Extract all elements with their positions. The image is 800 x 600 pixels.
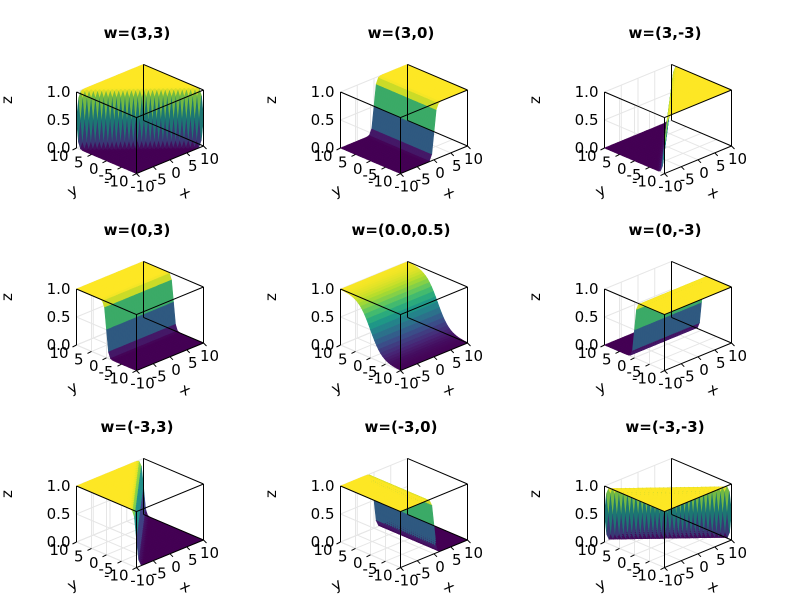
z-tick-label: 1.0 xyxy=(311,83,335,101)
y-tick-label: 10 xyxy=(49,147,68,165)
surface xyxy=(603,276,733,356)
z-tick-label: 0.0 xyxy=(47,139,71,157)
z-tick-label: 0.5 xyxy=(47,308,71,326)
y-tick-label: 5 xyxy=(74,153,84,171)
x-axis-label: x xyxy=(177,380,194,400)
x-axis-label: x xyxy=(705,183,722,203)
z-tick-label: 0.5 xyxy=(47,111,71,129)
y-tick-label: 0 xyxy=(617,160,627,178)
surface xyxy=(603,66,733,172)
y-tick-label: 0 xyxy=(353,357,363,375)
z-tick-label: 1.0 xyxy=(311,280,335,298)
panel-title: w=(0,-3) xyxy=(629,221,702,239)
surface xyxy=(75,261,205,371)
x-axis-label: x xyxy=(441,183,458,203)
y-tick-label: -10 xyxy=(104,370,129,388)
y-tick-label: 10 xyxy=(313,147,332,165)
y-tick-label: 5 xyxy=(602,153,612,171)
x-tick-label: 5 xyxy=(716,157,726,175)
y-axis-label: y xyxy=(64,181,81,201)
x-tick-label: -10 xyxy=(130,178,155,196)
y-tick-label: 10 xyxy=(577,147,596,165)
y-tick-label: 0 xyxy=(353,160,363,178)
z-tick-label: 1.0 xyxy=(47,280,71,298)
y-axis-label: y xyxy=(64,378,81,398)
z-tick-label: 1.0 xyxy=(47,83,71,101)
y-tick-label: -10 xyxy=(368,173,393,191)
panel-title: w=(0.0,0.5) xyxy=(352,221,451,239)
z-axis-label: z xyxy=(262,96,280,104)
x-tick-label: 0 xyxy=(435,164,445,182)
x-tick-label: 10 xyxy=(464,150,483,168)
x-tick-label: 5 xyxy=(452,157,462,175)
x-tick-label: 5 xyxy=(452,354,462,372)
z-tick-label: 1.0 xyxy=(575,83,599,101)
x-tick-label: 10 xyxy=(728,150,747,168)
x-tick-label: 10 xyxy=(200,150,219,168)
z-tick-label: 0.5 xyxy=(311,308,335,326)
z-tick-label: 0.5 xyxy=(575,111,599,129)
x-tick-label: 0 xyxy=(435,361,445,379)
y-tick-label: -10 xyxy=(632,173,657,191)
tick-labels: 0.00.51.010 5 0 -5-10 -10-5 0 5 10 xyxy=(47,83,219,196)
y-tick-label: 10 xyxy=(49,344,68,362)
y-axis-label: y xyxy=(328,181,345,201)
panel-title: w=(0,3) xyxy=(104,221,171,239)
y-tick-label: 5 xyxy=(74,350,84,368)
z-axis-label: z xyxy=(0,293,16,301)
y-axis-label: y xyxy=(592,181,609,201)
surface xyxy=(339,261,469,371)
panel-title: w=(3,3) xyxy=(104,24,171,42)
x-tick-label: -5 xyxy=(680,171,695,189)
x-tick-label: -5 xyxy=(416,368,431,386)
surface xyxy=(76,64,204,174)
y-tick-label: 5 xyxy=(338,350,348,368)
x-tick-label: 0 xyxy=(699,164,709,182)
y-tick-label: 10 xyxy=(313,344,332,362)
y-tick-label: 0 xyxy=(89,160,99,178)
x-tick-label: 0 xyxy=(171,164,181,182)
y-tick-label: -5 xyxy=(99,166,114,184)
x-axis-label: x xyxy=(441,380,458,400)
panel-title: w=(3,-3) xyxy=(629,24,702,42)
z-axis-label: z xyxy=(526,96,544,104)
x-axis-label: x xyxy=(177,183,194,203)
x-tick-label: 10 xyxy=(464,347,483,365)
y-tick-label: -10 xyxy=(368,370,393,388)
y-tick-label: 0 xyxy=(89,357,99,375)
x-tick-label: 5 xyxy=(188,157,198,175)
panel-title: w=(3,0) xyxy=(368,24,435,42)
y-tick-label: 5 xyxy=(338,153,348,171)
x-tick-label: 10 xyxy=(200,347,219,365)
x-tick-label: -5 xyxy=(152,171,167,189)
surface xyxy=(339,64,469,174)
y-axis-label: y xyxy=(328,378,345,398)
y-tick-label: -10 xyxy=(104,173,129,191)
x-tick-label: -5 xyxy=(152,368,167,386)
z-tick-label: 0.5 xyxy=(311,111,335,129)
panel-5: w=(0.0,0.5)0.00.51.010 5 0 -5-10 -10-5 0 5 10zy… xyxy=(262,221,483,400)
x-tick-label: 0 xyxy=(171,361,181,379)
x-tick-label: -5 xyxy=(416,171,431,189)
surface-patch xyxy=(198,95,204,141)
x-tick-label: 5 xyxy=(188,354,198,372)
axis-box xyxy=(72,63,207,177)
z-axis-label: z xyxy=(262,293,280,301)
z-axis-label: z xyxy=(0,96,16,104)
